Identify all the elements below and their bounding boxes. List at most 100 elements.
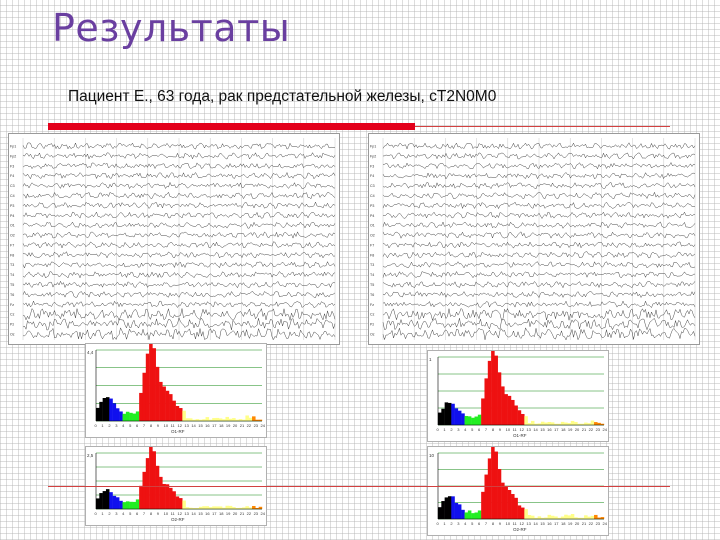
eeg-channel-label: F3 [10,164,14,168]
hist-bar [112,403,117,421]
hist-bar [474,416,479,425]
hist-bar [467,510,472,519]
hist-bar [521,507,525,519]
hist-bar [202,506,206,509]
eeg-trace [382,172,696,180]
title-divider [48,123,670,130]
hist-bar [550,515,555,519]
eeg-channel-label: T3 [10,263,14,267]
hist-y-max-label: 1 [429,357,432,362]
hist-bar [474,512,479,519]
hist-tick-label: 24 [261,511,266,516]
eeg-trace [22,271,336,279]
eeg-trace [382,270,696,279]
eeg-trace [22,142,335,150]
hist-bar [252,505,256,509]
hist-bar [597,517,601,519]
hist-bar [188,507,193,509]
eeg-channel-label: F3 [370,164,374,168]
hist-tick-label: 19 [226,511,231,516]
hist-tick-label: 22 [589,427,594,432]
hist-bar [139,392,143,421]
eeg-channel-label: C4 [10,194,15,198]
hist-tick-label: 21 [240,511,245,516]
hist-tick-label: 24 [603,427,608,432]
hist-tick-label: 2 [108,511,111,516]
hist-bar [504,486,508,519]
eeg-channel-label: Cz [10,313,15,317]
hist-bar [222,419,226,421]
hist-tick-label: 9 [157,511,160,516]
eeg-trace [382,231,696,239]
eeg-trace [382,317,696,331]
eeg-trace [22,191,336,200]
eeg-recording-right: Fp1 Fp2 F3 F4 C3 C4 P3 P4 O1 O2 F7 F8 T3 T4 T5 T6 Fz Cz Pz… [368,133,700,345]
hist-bar [451,496,455,519]
hist-bar [537,423,542,425]
hist-bar [517,505,522,519]
hist-bar [444,497,449,519]
hist-tick-label: 1 [101,511,104,516]
hist-tick-label: 16 [205,511,210,516]
hist-bar [165,390,170,421]
hist-bar [454,502,459,519]
hist-bar [142,471,146,509]
hist-tick-label: 12 [520,427,525,432]
hist-bar [564,422,568,425]
hist-bar [521,413,525,425]
hist-bar [99,493,103,509]
hist-tick-label: 19 [568,427,573,432]
hist-bar [188,418,193,421]
hist-bar [491,351,495,425]
eeg-channel-label: C4 [370,194,375,198]
hist-bar [524,509,528,519]
hist-bar [537,516,542,519]
hist-tick-label: 5 [129,511,132,516]
hist-bar [96,407,100,421]
eeg-trace [382,191,696,200]
eeg-channel-label: Fz [10,303,14,307]
hist-tick-label: 11 [513,427,518,432]
hist-bar [494,451,498,519]
eeg-trace [22,290,336,298]
hist-bar [159,476,163,509]
hist-bar [129,501,133,509]
hist-bar [560,516,565,519]
hist-bar [570,420,575,425]
hist-bar [497,469,502,519]
hist-bar [169,487,173,509]
hist-bar [222,507,226,509]
hist-tick-label: 10 [506,427,511,432]
hist-bar [587,516,591,519]
spectrum-histogram-1: 4,4 0 1 2 3 4 5 6 7 8 9 10 11 12 13 14 15 16 17 18 19 20 21 22 2… [85,343,267,438]
hist-bar [122,502,127,509]
eeg-channel-label: F8 [370,253,374,257]
hist-bar [172,400,176,421]
eeg-trace [22,152,336,160]
hist-tick-label: 5 [471,427,474,432]
hist-x-label: O1-RF [171,429,185,434]
hist-bar [245,415,249,421]
hist-bar [185,507,190,509]
hist-bar [102,491,107,509]
eeg-trace [382,261,696,269]
hist-tick-label: 6 [478,427,481,432]
eeg-channel-label: O1 [10,224,15,228]
eeg-channel-label: Oz [370,333,375,337]
accent-bar [48,123,415,130]
eeg-trace [22,241,336,249]
hist-x-label: O2-RF [171,517,185,522]
hist-bar [228,418,233,421]
eeg-channel-label: F4 [370,174,374,178]
hist-bar [232,418,236,421]
hist-bar [198,506,203,509]
eeg-channel-label: C3 [370,184,375,188]
hist-tick-label: 11 [513,521,518,526]
hist-tick-label: 23 [254,423,259,428]
hist-bar [96,498,100,509]
eeg-trace [382,251,696,259]
hist-tick-label: 12 [520,521,525,526]
eeg-trace [382,221,696,229]
hist-bar [182,410,186,421]
hist-bar [447,496,452,519]
